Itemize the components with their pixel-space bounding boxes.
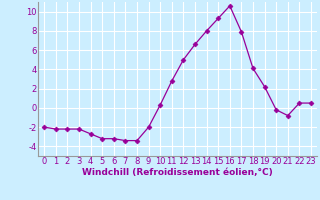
X-axis label: Windchill (Refroidissement éolien,°C): Windchill (Refroidissement éolien,°C) (82, 168, 273, 177)
